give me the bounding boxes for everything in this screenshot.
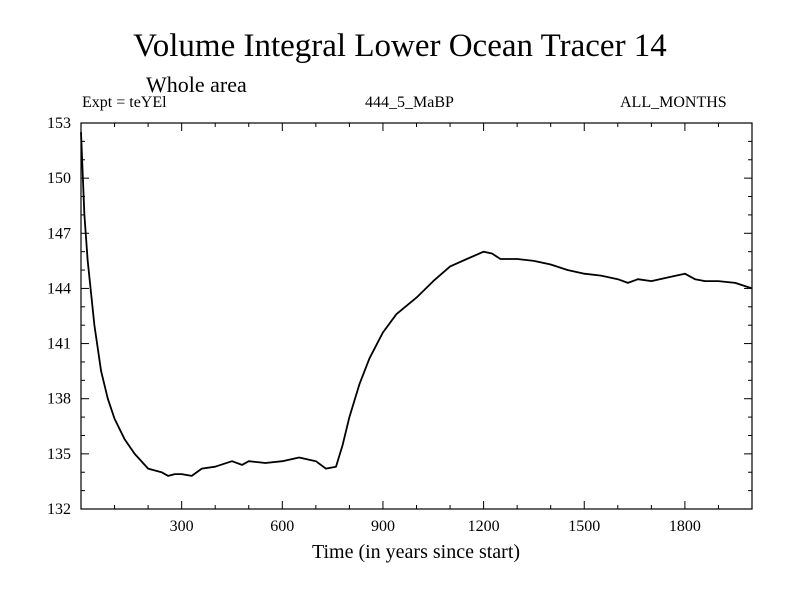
x-tick-label: 300 xyxy=(170,518,194,535)
y-tick-label: 153 xyxy=(47,115,71,132)
experiment-label: Expt = teYEl xyxy=(82,94,167,111)
x-axis-label: Time (in years since start) xyxy=(312,541,520,563)
axis-ticks xyxy=(81,122,752,510)
y-tick-label: 135 xyxy=(47,446,71,463)
y-tick-label: 144 xyxy=(47,280,71,297)
x-tick-label: 900 xyxy=(371,518,395,535)
series-line xyxy=(80,132,753,477)
y-tick-label: 141 xyxy=(47,336,71,353)
x-tick-label: 600 xyxy=(270,518,294,535)
x-tick-label: 1200 xyxy=(468,518,500,535)
y-tick-label: 150 xyxy=(47,170,71,187)
y-tick-label: 138 xyxy=(47,391,71,408)
y-tick-label: 132 xyxy=(47,501,71,518)
plot-frame xyxy=(80,122,753,510)
chart-title: Volume Integral Lower Ocean Tracer 14 xyxy=(133,28,667,64)
axis-tick-labels: 300 600 900 1200 1500 1800 132 135 138 141 144 147 1… xyxy=(47,115,701,535)
run-label: 444_5_MaBP xyxy=(365,94,454,111)
months-label: ALL_MONTHS xyxy=(620,94,727,111)
chart-subtitle: Whole area xyxy=(146,72,247,97)
x-tick-label: 1500 xyxy=(568,518,600,535)
x-tick-label: 1800 xyxy=(669,518,701,535)
y-tick-label: 147 xyxy=(47,225,71,242)
